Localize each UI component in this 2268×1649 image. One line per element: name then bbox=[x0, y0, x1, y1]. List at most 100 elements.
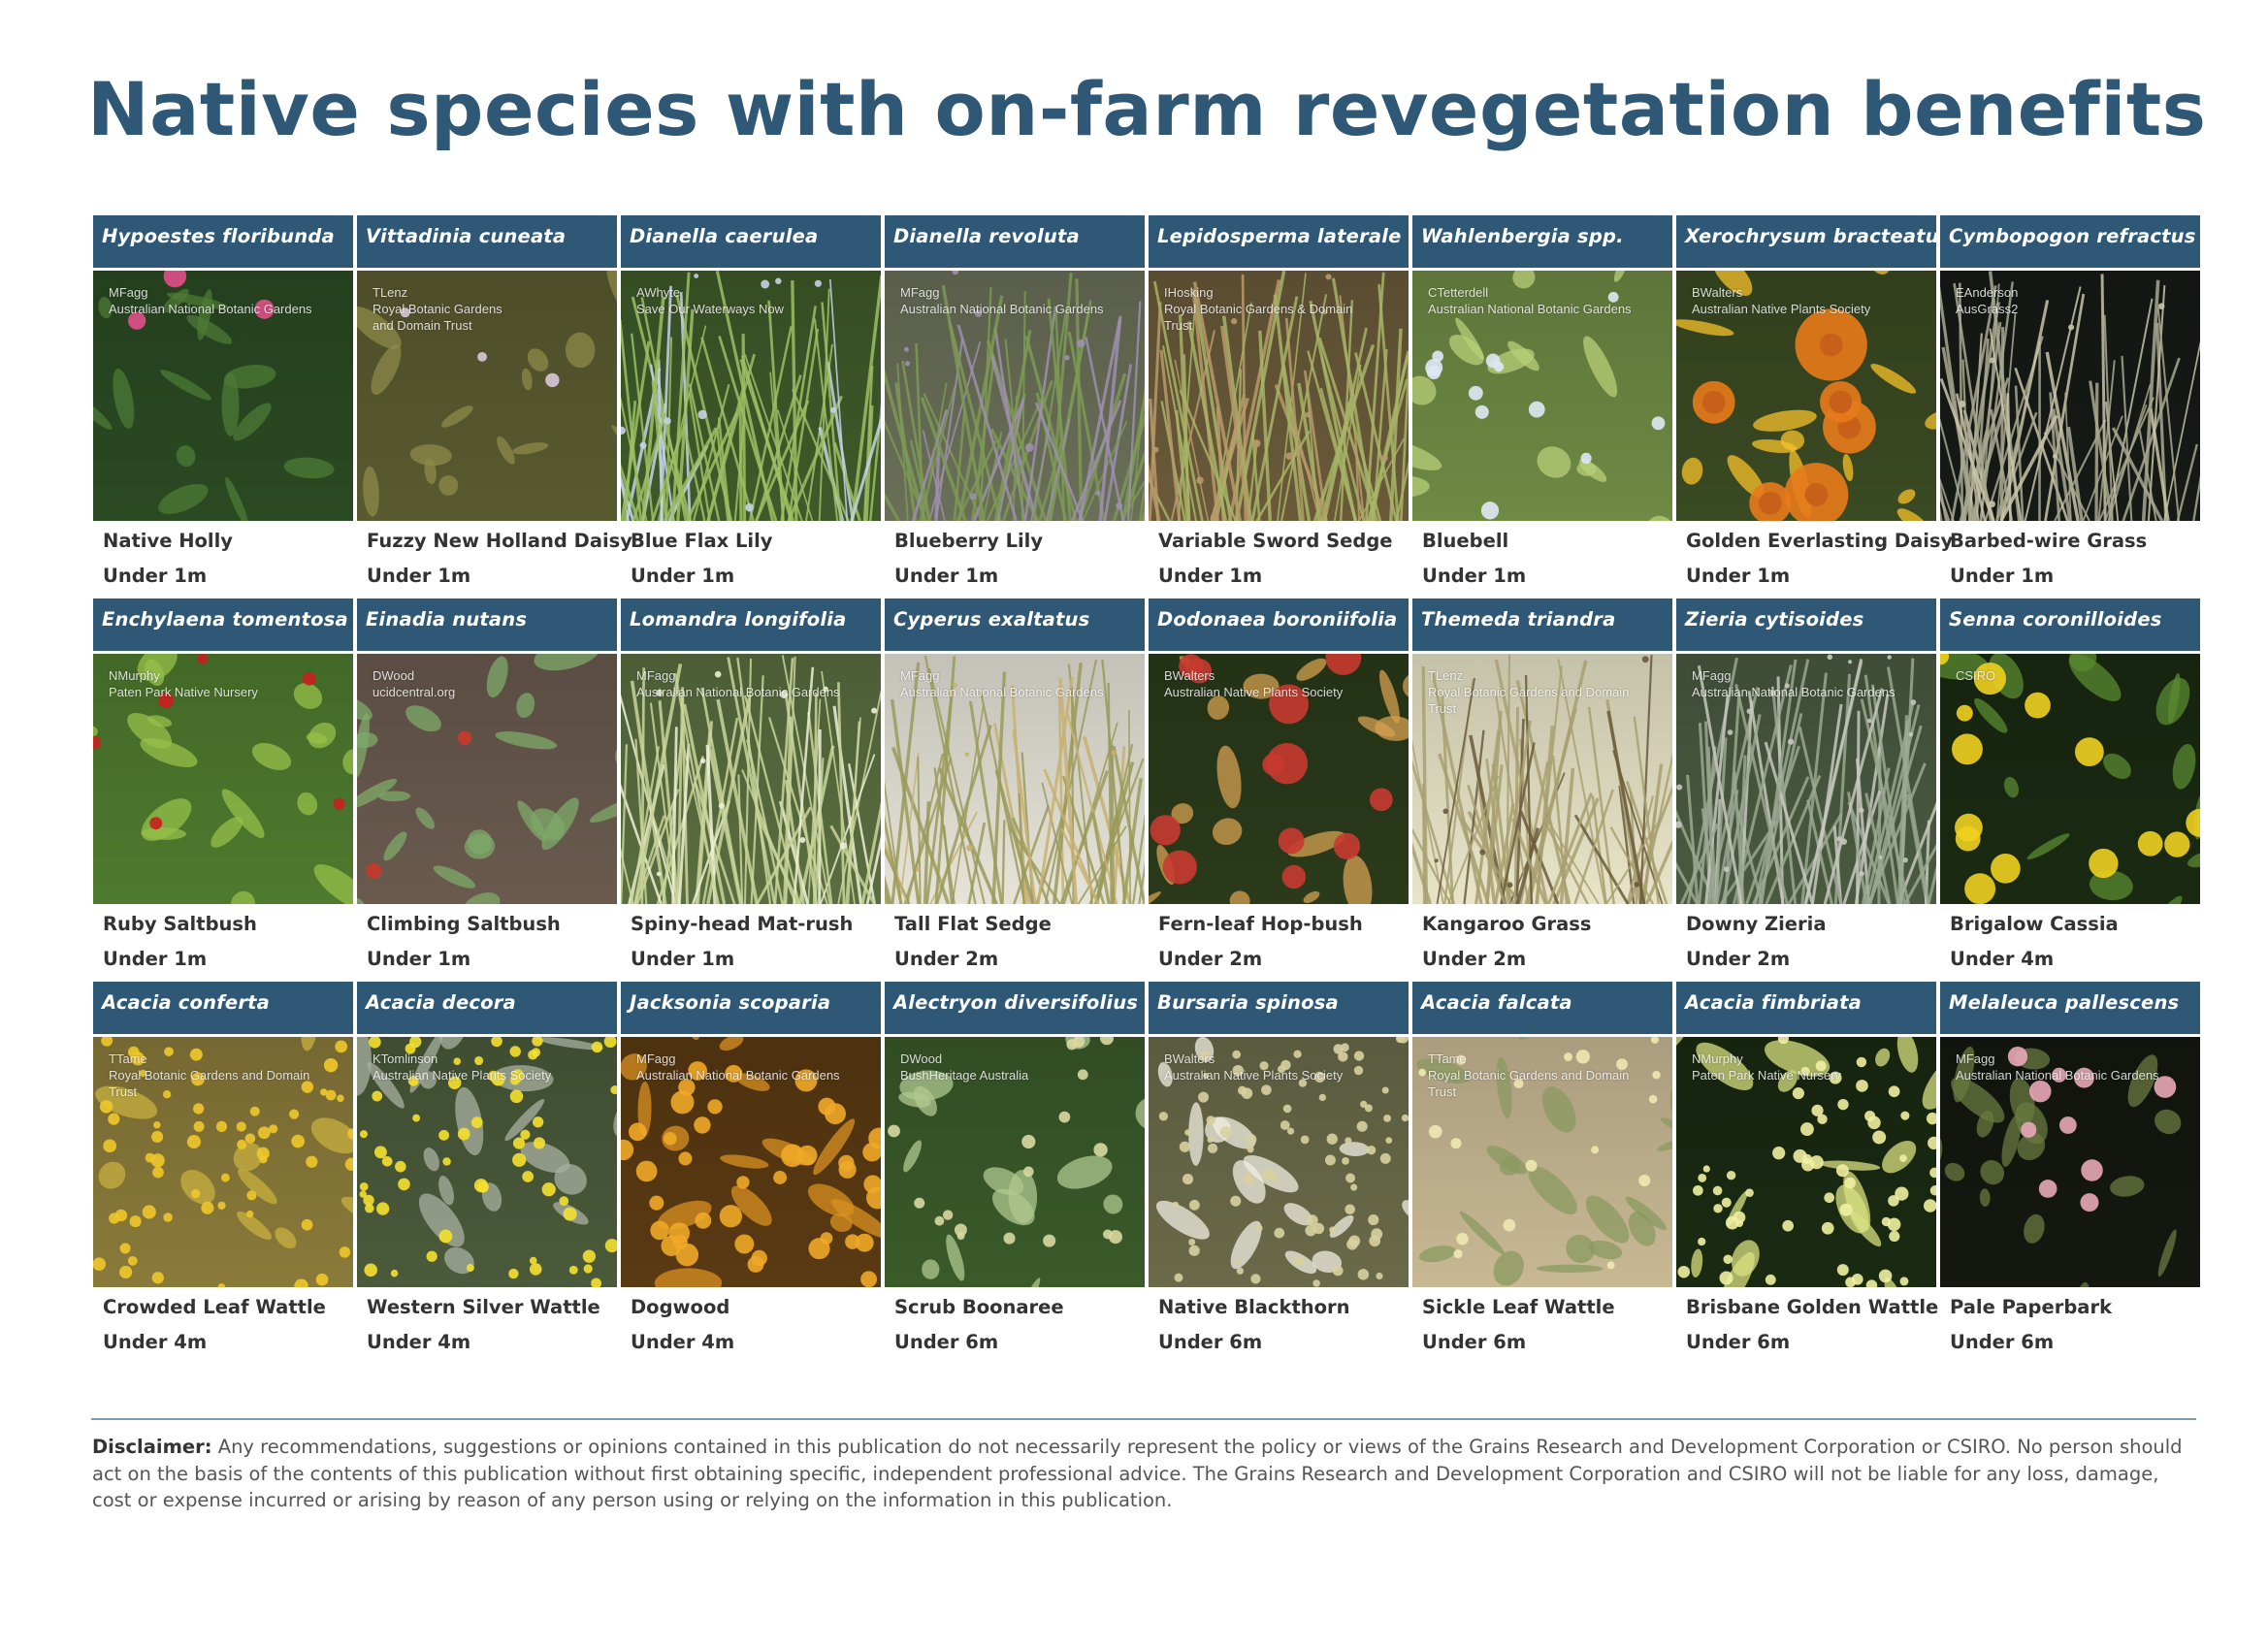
plant-photo-image bbox=[885, 1037, 1145, 1287]
mature-height: Under 2m bbox=[1422, 948, 1527, 970]
scientific-name: Zieria cytisoides bbox=[1676, 598, 1936, 651]
mature-height: Under 2m bbox=[1158, 948, 1263, 970]
species-card: Themeda triandra TLenz Royal Botanic Gard… bbox=[1412, 598, 1672, 982]
species-card: Acacia falcata TTame Royal Botanic Garden… bbox=[1412, 982, 1672, 1365]
species-card: Einadia nutans DWood ucidcentral.org Climb… bbox=[357, 598, 617, 982]
species-card: Lepidosperma laterale IHosking Royal Bota… bbox=[1149, 215, 1409, 598]
photo-credit: MFagg Australian National Botanic Garden… bbox=[636, 668, 840, 699]
photo-credit: MFagg Australian National Botanic Garden… bbox=[1692, 668, 1895, 699]
common-name: Native Holly bbox=[103, 530, 234, 552]
plant-photo: CTetterdell Australian National Botanic … bbox=[1412, 271, 1672, 521]
photo-credit: BWalters Australian Native Plants Societ… bbox=[1692, 285, 1871, 316]
scientific-name: Lepidosperma laterale bbox=[1149, 215, 1409, 268]
plant-photo: NMurphy Paten Park Native Nursery bbox=[93, 654, 353, 904]
photo-credit: TTame Royal Botanic Gardens and Domain T… bbox=[109, 1051, 310, 1099]
mature-height: Under 4m bbox=[1950, 948, 2055, 970]
scientific-name: Xerochrysum bracteatum bbox=[1676, 215, 1936, 268]
plant-photo-image bbox=[1412, 654, 1672, 904]
photo-credit: BWalters Australian Native Plants Societ… bbox=[1164, 668, 1344, 699]
species-card: Zieria cytisoides MFagg Australian Nation… bbox=[1676, 598, 1936, 982]
photo-credit: DWood BushHeritage Australia bbox=[900, 1051, 1029, 1083]
common-name: Pale Paperbark bbox=[1950, 1296, 2113, 1318]
species-card: Cyperus exaltatus MFagg Australian Nation… bbox=[885, 598, 1145, 982]
plant-photo-image bbox=[1676, 1037, 1936, 1287]
plant-photo: MFagg Australian National Botanic Garden… bbox=[1676, 654, 1936, 904]
photo-credit: DWood ucidcentral.org bbox=[373, 668, 456, 699]
common-name: Ruby Saltbush bbox=[103, 913, 257, 935]
scientific-name: Dianella caerulea bbox=[621, 215, 881, 268]
species-card: Senna coronilloides CSIRO Brigalow Cassia U… bbox=[1940, 598, 2200, 982]
plant-photo-image bbox=[621, 654, 881, 904]
species-card: Dodonaea boroniifolia BWalters Australian… bbox=[1149, 598, 1409, 982]
plant-photo-image bbox=[93, 654, 353, 904]
plant-photo: BWalters Australian Native Plants Societ… bbox=[1149, 654, 1409, 904]
plant-photo-image bbox=[1149, 654, 1409, 904]
photo-credit: CTetterdell Australian National Botanic … bbox=[1428, 285, 1632, 316]
photo-credit: IHosking Royal Botanic Gardens & Domain … bbox=[1164, 285, 1353, 333]
scientific-name: Senna coronilloides bbox=[1940, 598, 2200, 651]
mature-height: Under 2m bbox=[894, 948, 999, 970]
plant-photo-image bbox=[357, 654, 617, 904]
mature-height: Under 6m bbox=[1422, 1331, 1527, 1353]
plant-photo: EAnderson AusGrass2 bbox=[1940, 271, 2200, 521]
plant-photo: TTame Royal Botanic Gardens and Domain T… bbox=[93, 1037, 353, 1287]
common-name: Brigalow Cassia bbox=[1950, 913, 2119, 935]
common-name: Blueberry Lily bbox=[894, 530, 1044, 552]
common-name: Western Silver Wattle bbox=[367, 1296, 600, 1318]
scientific-name: Dodonaea boroniifolia bbox=[1149, 598, 1409, 651]
common-name: Barbed-wire Grass bbox=[1950, 530, 2148, 552]
species-card: Dianella revoluta MFagg Australian Nation… bbox=[885, 215, 1145, 598]
common-name: Fern-leaf Hop-bush bbox=[1158, 913, 1363, 935]
scientific-name: Einadia nutans bbox=[357, 598, 617, 651]
plant-photo-image bbox=[93, 1037, 353, 1287]
common-name: Crowded Leaf Wattle bbox=[103, 1296, 326, 1318]
page-title: Native species with on-farm revegetation… bbox=[87, 66, 2207, 152]
common-name: Bluebell bbox=[1422, 530, 1509, 552]
common-name: Spiny-head Mat-rush bbox=[631, 913, 854, 935]
divider bbox=[91, 1418, 2196, 1420]
plant-photo: MFagg Australian National Botanic Garden… bbox=[1940, 1037, 2200, 1287]
scientific-name: Hypoestes floribunda bbox=[93, 215, 353, 268]
photo-credit: MFagg Australian National Botanic Garden… bbox=[109, 285, 312, 316]
plant-photo-image bbox=[1940, 1037, 2200, 1287]
mature-height: Under 6m bbox=[1158, 1331, 1263, 1353]
plant-photo: BWalters Australian Native Plants Societ… bbox=[1149, 1037, 1409, 1287]
plant-photo: DWood BushHeritage Australia bbox=[885, 1037, 1145, 1287]
plant-photo-image bbox=[357, 271, 617, 521]
scientific-name: Melaleuca pallescens bbox=[1940, 982, 2200, 1034]
mature-height: Under 1m bbox=[367, 948, 471, 970]
photo-credit: MFagg Australian National Botanic Garden… bbox=[900, 668, 1104, 699]
common-name: Native Blackthorn bbox=[1158, 1296, 1350, 1318]
plant-photo: KTomlinson Australian Native Plants Soci… bbox=[357, 1037, 617, 1287]
scientific-name: Acacia falcata bbox=[1412, 982, 1672, 1034]
scientific-name: Alectryon diversifolius bbox=[885, 982, 1145, 1034]
mature-height: Under 1m bbox=[103, 948, 208, 970]
species-card: Acacia conferta TTame Royal Botanic Garde… bbox=[93, 982, 353, 1365]
common-name: Scrub Boonaree bbox=[894, 1296, 1064, 1318]
common-name: Climbing Saltbush bbox=[367, 913, 561, 935]
species-grid: Hypoestes floribunda MFagg Australian Nat… bbox=[93, 215, 2200, 1365]
photo-credit: MFagg Australian National Botanic Garden… bbox=[1956, 1051, 2159, 1083]
photo-credit: MFagg Australian National Botanic Garden… bbox=[636, 1051, 840, 1083]
plant-photo-image bbox=[1940, 654, 2200, 904]
mature-height: Under 1m bbox=[1422, 565, 1527, 587]
mature-height: Under 1m bbox=[367, 565, 471, 587]
mature-height: Under 4m bbox=[631, 1331, 735, 1353]
mature-height: Under 2m bbox=[1686, 948, 1791, 970]
mature-height: Under 4m bbox=[103, 1331, 208, 1353]
plant-photo-image bbox=[1676, 271, 1936, 521]
plant-photo: MFagg Australian National Botanic Garden… bbox=[93, 271, 353, 521]
plant-photo-image bbox=[1676, 654, 1936, 904]
species-card: Lomandra longifolia MFagg Australian Nati… bbox=[621, 598, 881, 982]
scientific-name: Enchylaena tomentosa bbox=[93, 598, 353, 651]
common-name: Downy Zieria bbox=[1686, 913, 1827, 935]
plant-photo-image bbox=[885, 654, 1145, 904]
photo-credit: TTame Royal Botanic Gardens and Domain T… bbox=[1428, 1051, 1630, 1099]
plant-photo-image bbox=[357, 1037, 617, 1287]
scientific-name: Acacia conferta bbox=[93, 982, 353, 1034]
scientific-name: Jacksonia scoparia bbox=[621, 982, 881, 1034]
plant-photo: DWood ucidcentral.org bbox=[357, 654, 617, 904]
mature-height: Under 1m bbox=[631, 565, 735, 587]
mature-height: Under 1m bbox=[1686, 565, 1791, 587]
plant-photo: MFagg Australian National Botanic Garden… bbox=[621, 1037, 881, 1287]
